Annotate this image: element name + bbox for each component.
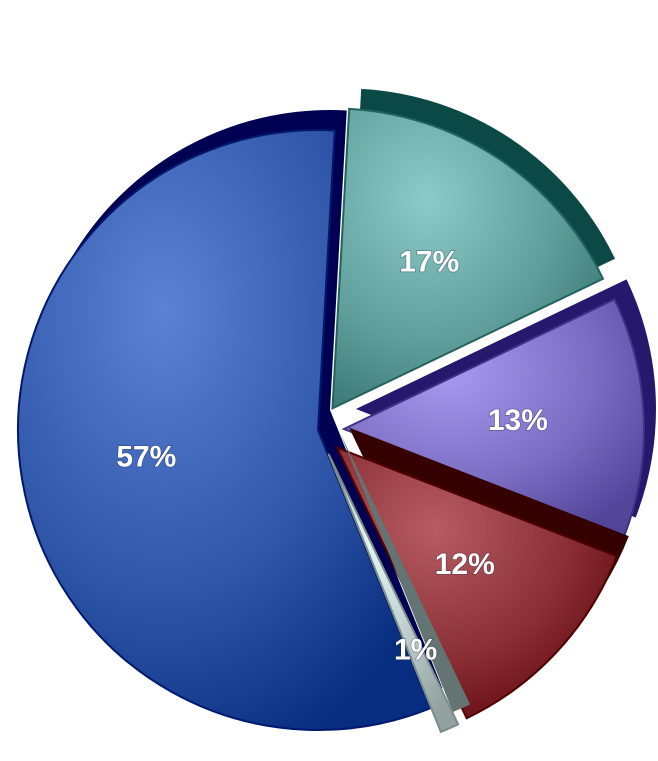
pie-slice-face-57 bbox=[17, 129, 432, 731]
pie-slice-17 bbox=[331, 88, 616, 411]
pie-slice-side-1 bbox=[340, 433, 471, 712]
pie-slice-face-1 bbox=[327, 453, 460, 734]
pie-slice-label-13: 13% bbox=[488, 404, 548, 437]
pie-slice-1 bbox=[327, 433, 471, 734]
pie-slice-face-13 bbox=[341, 298, 645, 539]
pie-slice-13 bbox=[341, 279, 656, 539]
slices-layer bbox=[17, 88, 656, 734]
pie-slice-label-57: 57% bbox=[116, 440, 176, 473]
pie-slice-label-12: 12% bbox=[435, 548, 495, 581]
pie-slice-face-12 bbox=[335, 445, 619, 720]
pie-slice-label-17: 17% bbox=[399, 246, 459, 279]
pie-slice-face-17 bbox=[331, 107, 605, 411]
pie-slice-label-1: 1% bbox=[394, 633, 437, 666]
pie-slice-12 bbox=[335, 427, 629, 720]
pie-slice-57 bbox=[17, 110, 443, 731]
labels-layer: 57% 17% 13% 12% 1% bbox=[116, 245, 549, 667]
